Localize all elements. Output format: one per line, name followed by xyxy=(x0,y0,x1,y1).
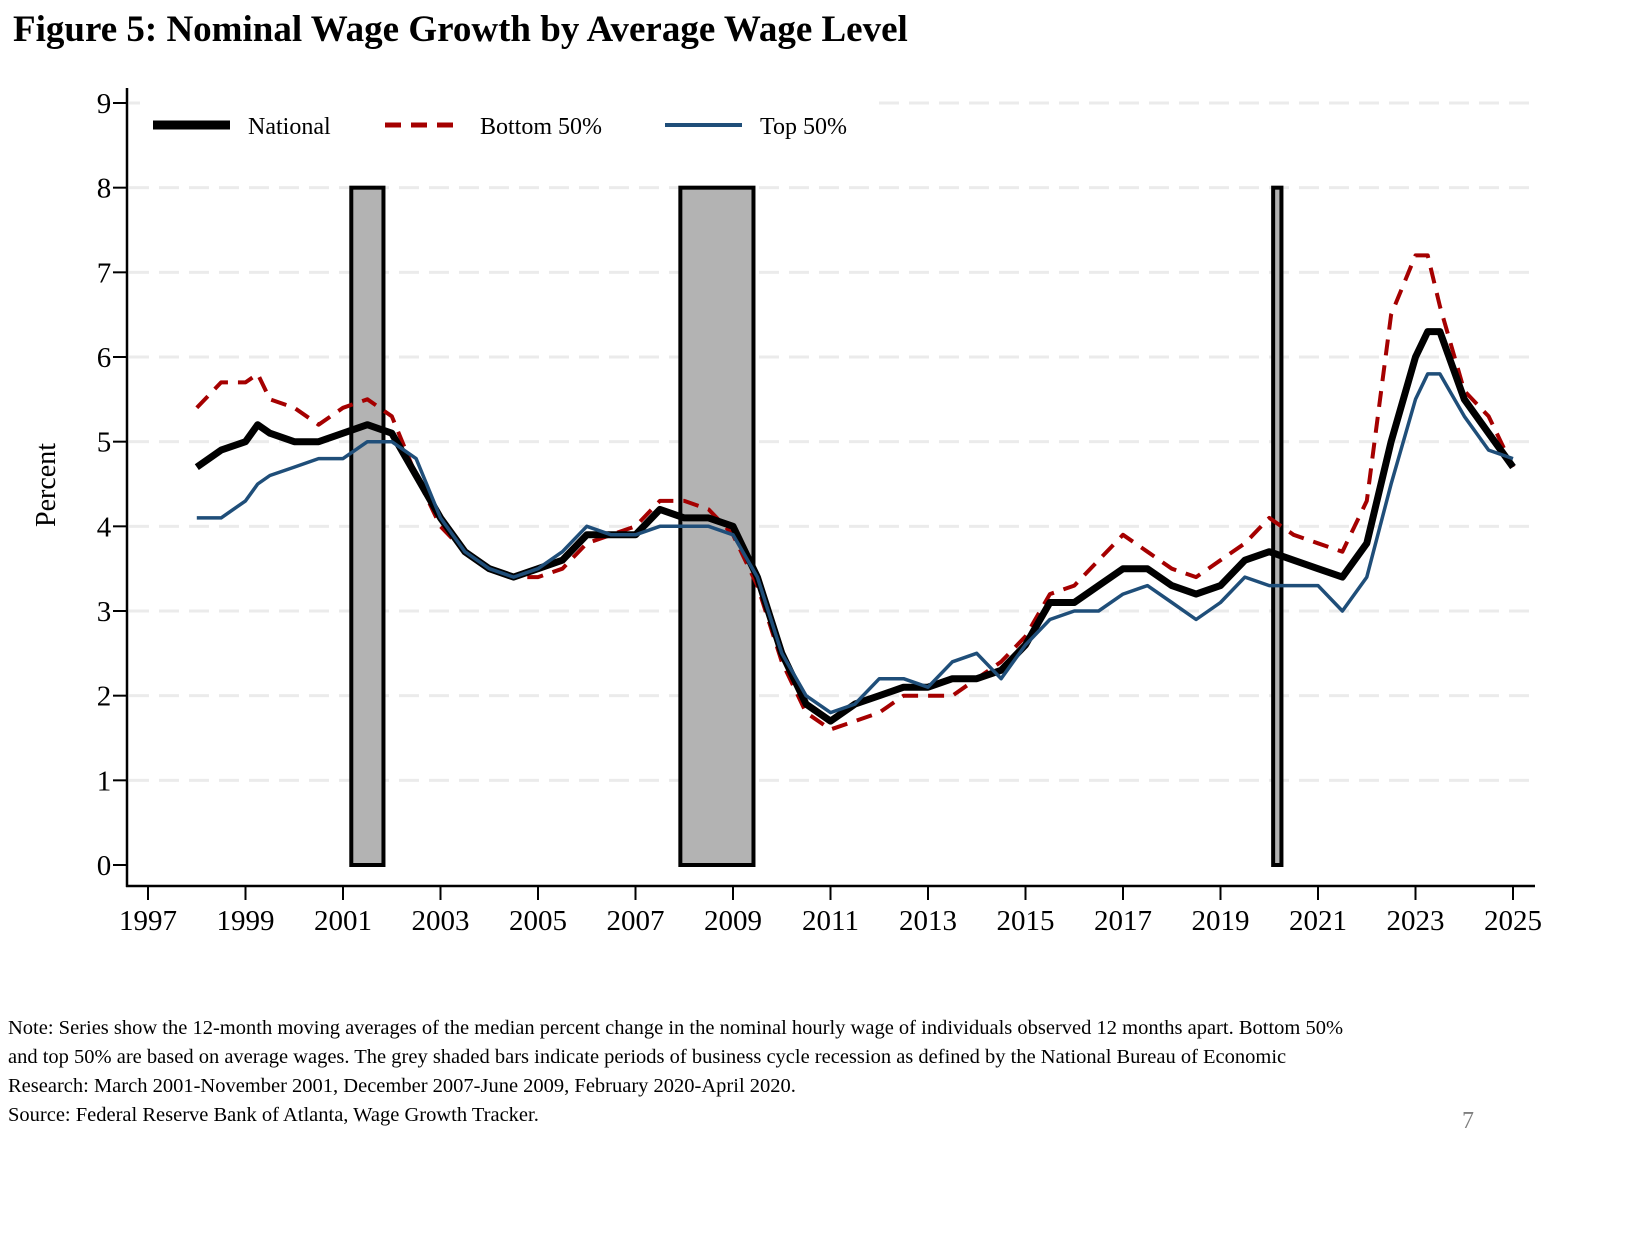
x-tick-label: 2005 xyxy=(509,905,567,937)
page-number: 7 xyxy=(1462,1108,1474,1134)
x-tick-label: 2017 xyxy=(1094,905,1152,937)
y-tick-label: 3 xyxy=(97,596,112,628)
y-tick-label: 1 xyxy=(97,765,112,797)
figure-title: Figure 5: Nominal Wage Growth by Average… xyxy=(13,9,908,50)
y-tick-label: 0 xyxy=(97,850,112,882)
series-line-top-50 xyxy=(196,372,1514,715)
x-tick-label: 1997 xyxy=(119,905,177,937)
legend-mask xyxy=(140,96,875,112)
legend-label-national: National xyxy=(248,114,331,140)
source-line: Source: Federal Reserve Bank of Atlanta,… xyxy=(8,1104,539,1126)
legend-label-bottom-50: Bottom 50% xyxy=(480,114,602,140)
series-line-bottom-50 xyxy=(195,253,1515,732)
gridlines xyxy=(129,96,1535,782)
y-tick-label: 6 xyxy=(97,342,112,374)
x-tick-label: 2019 xyxy=(1192,905,1250,937)
y-tick-label: 9 xyxy=(97,88,112,120)
x-tick-label: 2001 xyxy=(314,905,372,937)
x-tick-label: 1999 xyxy=(217,905,275,937)
x-tick-label: 2009 xyxy=(704,905,762,937)
line-chart: 0 1 2 3 4 5 6 7 8 9 1997 1999 2001 2003 2005 2007 2009 20… xyxy=(31,88,1542,937)
x-tick-label: 2013 xyxy=(899,905,957,937)
series-lines xyxy=(194,253,1516,732)
legend-label-top-50: Top 50% xyxy=(760,114,847,140)
recession-bar xyxy=(349,185,386,867)
note-line-3: Research: March 2001-November 2001, Dece… xyxy=(8,1075,796,1097)
x-tick-label: 2015 xyxy=(997,905,1055,937)
y-tick-label: 4 xyxy=(97,511,112,543)
note-line-2: and top 50% are based on average wages. … xyxy=(8,1046,1287,1068)
y-tick-label: 2 xyxy=(97,681,112,713)
x-tick-label: 2025 xyxy=(1484,905,1542,937)
x-tick-label: 2003 xyxy=(412,905,470,937)
x-tick-label: 2011 xyxy=(802,905,859,937)
x-tick-label: 2007 xyxy=(607,905,665,937)
y-tick-label: 5 xyxy=(97,427,112,459)
x-tick-label: 2021 xyxy=(1289,905,1347,937)
legend: National Bottom 50% Top 50% xyxy=(153,114,847,140)
y-tick-label: 8 xyxy=(97,173,112,205)
y-axis-label: Percent xyxy=(31,443,62,527)
note-line-1: Note: Series show the 12-month moving av… xyxy=(8,1017,1344,1039)
recession-bar xyxy=(1271,185,1284,867)
axes: 0 1 2 3 4 5 6 7 8 9 1997 1999 2001 2003 2005 2007 2009 20… xyxy=(31,88,1542,937)
y-tick-label: 7 xyxy=(97,257,112,289)
x-tick-label: 2023 xyxy=(1387,905,1445,937)
